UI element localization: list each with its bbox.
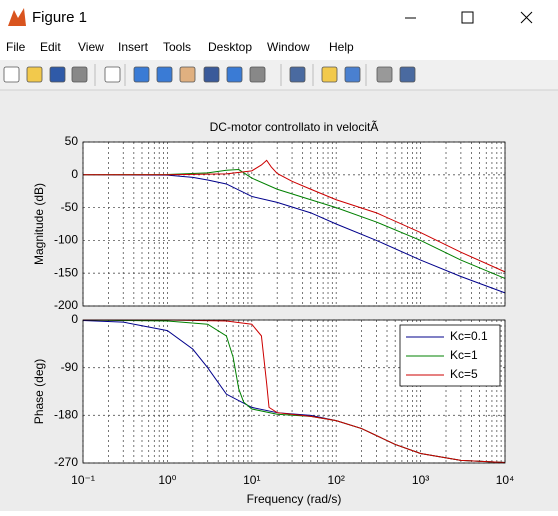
legend-label: Kc=0.1 xyxy=(450,329,488,343)
x-tick-label: 10³ xyxy=(412,473,429,487)
window-title: Figure 1 xyxy=(32,9,87,26)
axes xyxy=(83,142,505,306)
plots: 50 0 -50 -100 -150 -200 DC-motor controllato i… xyxy=(32,120,514,506)
y-tick-label: -200 xyxy=(54,298,78,312)
legend-label: Kc=1 xyxy=(450,348,478,362)
menu-item[interactable]: Insert xyxy=(118,40,149,54)
series-line xyxy=(83,159,506,273)
menu-item[interactable]: File xyxy=(6,40,26,54)
x-tick-label: 10⁴ xyxy=(496,473,515,487)
tool-button[interactable] xyxy=(71,66,88,83)
tool-button[interactable] xyxy=(321,66,338,83)
y-tick-label: -90 xyxy=(61,360,79,374)
close-button[interactable] xyxy=(520,11,533,24)
legend-label: Kc=5 xyxy=(450,367,478,381)
tool-button[interactable] xyxy=(226,66,243,83)
y-axis-label: Phase (deg) xyxy=(32,359,46,424)
menu-item[interactable]: Tools xyxy=(163,40,191,54)
y-tick-label: -50 xyxy=(61,200,79,214)
tool-button[interactable] xyxy=(49,66,66,83)
tool-button[interactable] xyxy=(344,66,361,83)
tool-button[interactable] xyxy=(133,66,150,83)
x-tick-label: 10⁰ xyxy=(158,473,176,487)
y-tick-label: -100 xyxy=(54,233,78,247)
menu-item[interactable]: Window xyxy=(267,40,310,54)
y-tick-label: 0 xyxy=(71,167,78,181)
tool-button[interactable] xyxy=(399,66,416,83)
menu-bar xyxy=(0,36,558,60)
x-axis-label: Frequency (rad/s) xyxy=(247,492,342,506)
maximize-button[interactable] xyxy=(461,11,474,24)
menu: File Edit View Insert Tools Desktop Window Help xyxy=(6,40,354,54)
y-tick-label: -150 xyxy=(54,265,78,279)
tool-button[interactable] xyxy=(203,66,220,83)
tool-button[interactable] xyxy=(179,66,196,83)
x-tick-label: 10⁻¹ xyxy=(71,473,95,487)
y-tick-label: 0 xyxy=(71,312,78,326)
menu-item[interactable]: Edit xyxy=(40,40,61,54)
tool-button[interactable] xyxy=(3,66,20,83)
series-line xyxy=(82,174,506,294)
series-line xyxy=(83,319,506,463)
y-tick-label: -180 xyxy=(54,408,78,422)
menu-item[interactable]: View xyxy=(78,40,104,54)
tool-button[interactable] xyxy=(376,66,393,83)
tool-button[interactable] xyxy=(104,66,121,83)
toolbar-icons xyxy=(3,64,416,86)
title-bar xyxy=(0,0,558,36)
axes-border xyxy=(82,319,506,464)
x-tick-label: 10² xyxy=(328,473,345,487)
series-line xyxy=(82,169,506,279)
y-tick-label: -270 xyxy=(54,455,78,469)
chart-title: DC-motor controllato in velocitÃ xyxy=(210,120,379,134)
tool-button[interactable] xyxy=(26,66,43,83)
tool-button[interactable] xyxy=(156,66,173,83)
toolbar xyxy=(0,60,558,90)
tool-button[interactable] xyxy=(249,66,266,83)
menu-item[interactable]: Help xyxy=(329,40,354,54)
axes-border xyxy=(82,141,506,307)
app-icon xyxy=(8,8,26,26)
y-tick-label: 50 xyxy=(65,134,79,148)
y-axis-label: Magnitude (dB) xyxy=(32,183,46,265)
x-tick-label: 10¹ xyxy=(243,473,260,487)
menu-item[interactable]: Desktop xyxy=(208,40,252,54)
tool-button[interactable] xyxy=(289,66,306,83)
